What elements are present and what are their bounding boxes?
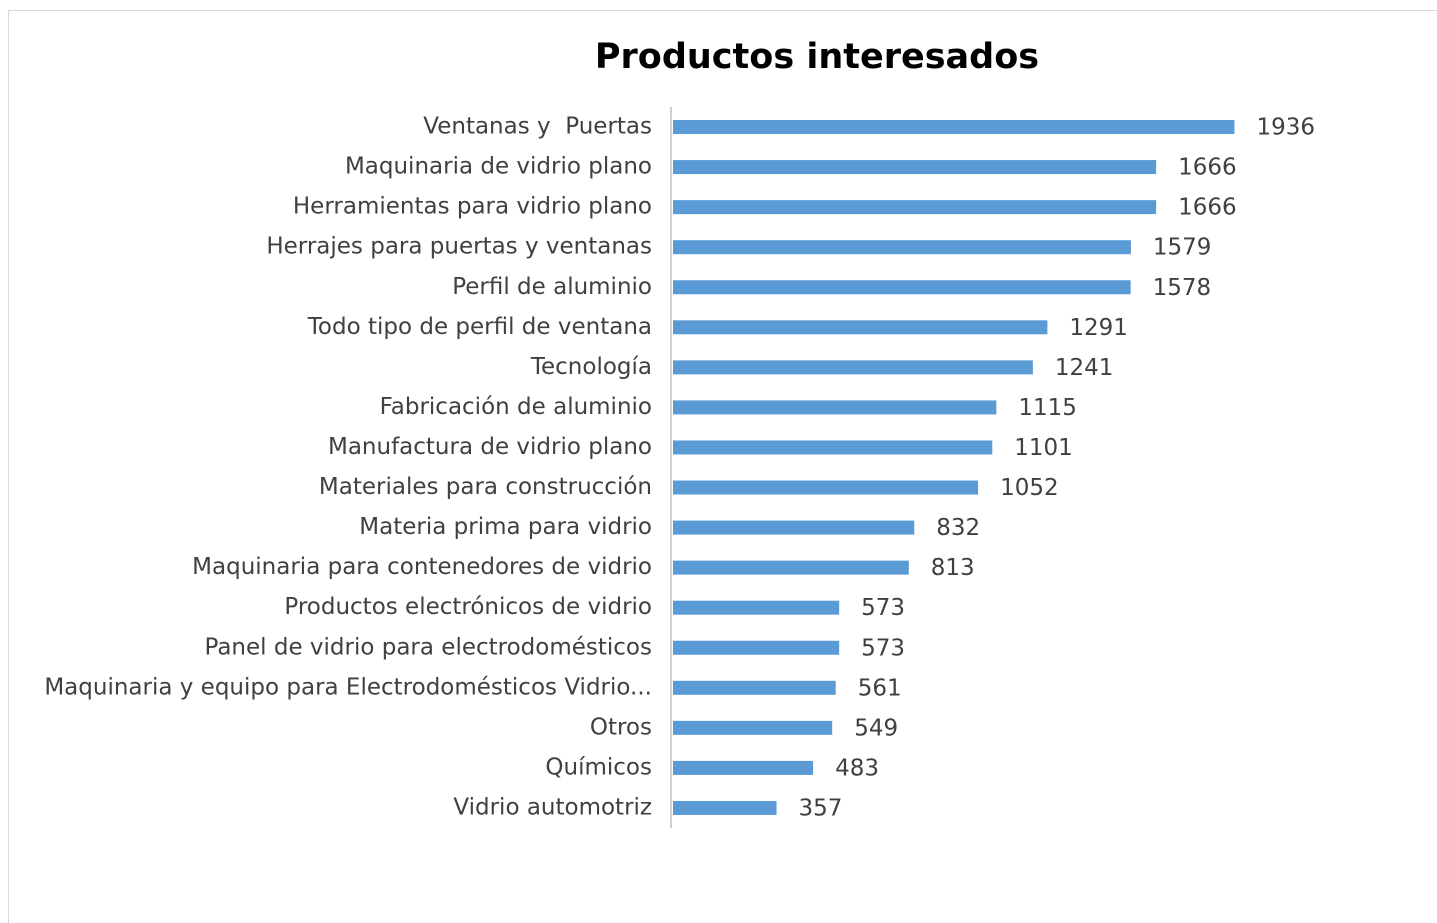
y-tick-label: Perfil de aluminio (452, 274, 652, 300)
data-label: 1291 (1069, 315, 1128, 341)
y-tick-label: Maquinaria para contenedores de vidrio (192, 554, 652, 580)
bar (673, 400, 997, 415)
y-tick-label: Maquinaria de vidrio plano (345, 154, 652, 180)
y-tick-label: Químicos (545, 754, 652, 780)
data-label: 1579 (1153, 235, 1212, 261)
data-label: 1666 (1178, 195, 1237, 221)
bar (673, 480, 979, 495)
y-tick-label: Panel de vidrio para electrodomésticos (204, 634, 652, 660)
data-label: 1666 (1178, 155, 1237, 181)
chart-title: Productos interesados (595, 37, 1039, 77)
data-label: 483 (835, 755, 879, 781)
bar (673, 280, 1131, 295)
bar (673, 440, 993, 455)
bar (673, 760, 814, 775)
y-tick-label: Herrajes para puertas y ventanas (266, 234, 652, 260)
y-tick-label: Todo tipo de perfil de ventana (307, 314, 652, 340)
bar (673, 800, 777, 815)
y-tick-label: Ventanas y Puertas (423, 114, 652, 140)
bar (673, 160, 1157, 175)
y-tick-label: Materia prima para vidrio (359, 514, 652, 540)
data-label: 357 (799, 795, 843, 821)
data-label: 1052 (1000, 475, 1059, 501)
y-tick-label: Materiales para construcción (319, 474, 652, 500)
y-tick-label: Manufactura de vidrio plano (328, 434, 652, 460)
y-tick-label: Tecnología (530, 354, 652, 380)
bar (673, 720, 833, 735)
bar (673, 320, 1048, 335)
y-tick-label: Herramientas para vidrio plano (293, 194, 652, 220)
bar (673, 240, 1131, 255)
bar (673, 600, 840, 615)
data-label: 813 (931, 555, 975, 581)
data-label: 573 (861, 635, 905, 661)
data-label: 1115 (1018, 395, 1077, 421)
bar (673, 640, 840, 655)
bar (673, 680, 836, 695)
data-label: 573 (861, 595, 905, 621)
bar (673, 200, 1157, 215)
data-label: 561 (858, 675, 902, 701)
y-tick-label: Vidrio automotriz (453, 794, 652, 820)
bar (673, 560, 909, 575)
bar (673, 520, 915, 535)
data-label: 549 (854, 715, 898, 741)
bar (673, 120, 1235, 135)
data-label: 1936 (1256, 115, 1315, 141)
data-label: 1241 (1055, 355, 1114, 381)
data-label: 1101 (1014, 435, 1073, 461)
data-label: 832 (936, 515, 980, 541)
y-tick-label: Fabricación de aluminio (380, 394, 652, 420)
y-tick-label: Productos electrónicos de vidrio (284, 594, 652, 620)
y-tick-label: Otros (590, 714, 652, 740)
data-label: 1578 (1153, 275, 1212, 301)
bar (673, 360, 1033, 375)
y-tick-label: Maquinaria y equipo para Electrodoméstic… (44, 674, 652, 700)
chart-frame (8, 10, 1437, 923)
